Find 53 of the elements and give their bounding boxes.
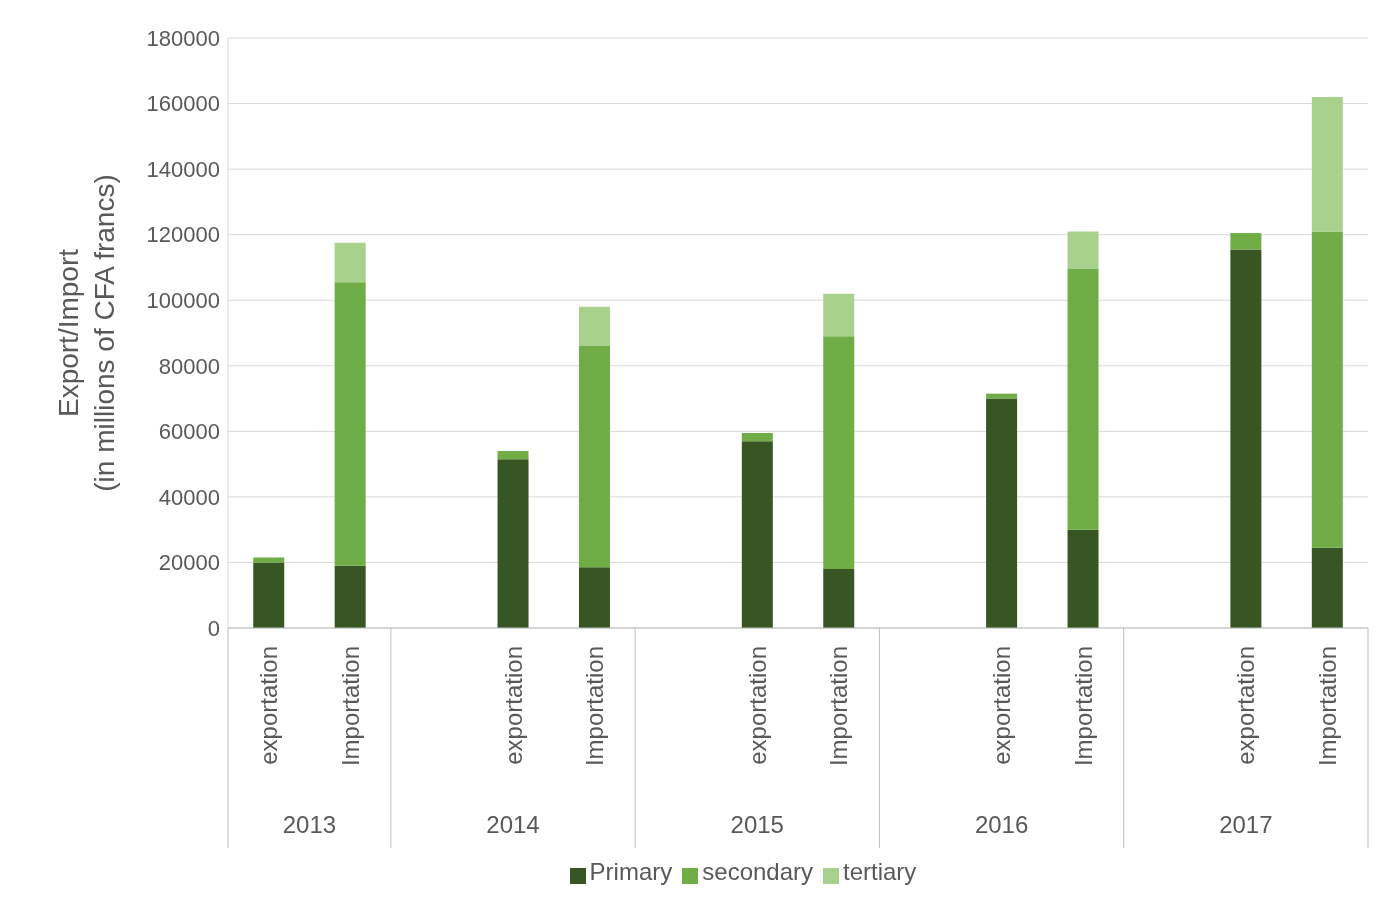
x-tick-label: Importation xyxy=(1069,646,1097,767)
bar xyxy=(1311,231,1343,548)
text: 2013 xyxy=(282,811,337,838)
bar xyxy=(823,569,855,628)
bar xyxy=(823,293,855,337)
x-tick-label: Importation xyxy=(580,646,608,767)
bar xyxy=(823,336,855,569)
x-tick-label: exportation xyxy=(743,646,771,765)
bar xyxy=(578,567,610,628)
bar xyxy=(1067,269,1099,530)
text: 2017 xyxy=(1219,811,1273,838)
x-tick-label: Importation xyxy=(336,646,364,767)
x-tick-label: Importation xyxy=(825,646,853,767)
bar xyxy=(1311,547,1343,628)
bar xyxy=(1067,231,1099,270)
text: 2016 xyxy=(974,811,1029,838)
bar xyxy=(334,282,366,566)
y-tick-label: 20000 xyxy=(158,550,220,576)
y-axis-title: Export/Import (in millions of CFA francs) xyxy=(53,174,120,492)
bar xyxy=(986,393,1018,399)
y-tick-label: 80000 xyxy=(158,353,220,379)
bar xyxy=(741,432,773,442)
bar xyxy=(578,306,610,347)
x-tick-label: exportation xyxy=(1232,646,1260,765)
bar xyxy=(497,451,529,460)
bar xyxy=(334,242,366,283)
bar xyxy=(334,565,366,628)
y-tick-label: 140000 xyxy=(146,156,220,182)
legend-label: Primary xyxy=(589,858,673,885)
bar xyxy=(253,562,285,628)
y-tick-label: 0 xyxy=(207,615,220,641)
x-tick-label: exportation xyxy=(255,646,283,765)
y-tick-label: 40000 xyxy=(158,484,220,510)
bar xyxy=(1230,249,1262,628)
y-tick-label: 60000 xyxy=(158,419,220,445)
x-tick-label: exportation xyxy=(988,646,1016,765)
bar xyxy=(578,346,610,568)
bar xyxy=(1067,529,1099,628)
y-tick-label: 180000 xyxy=(146,25,220,51)
x-tick-label: Importation xyxy=(1313,646,1341,767)
text: 2014 xyxy=(486,811,540,838)
bar xyxy=(497,459,529,628)
x-tick-label: exportation xyxy=(499,646,527,765)
y-tick-label: 160000 xyxy=(146,91,220,117)
y-tick-label: 100000 xyxy=(146,288,220,314)
bar xyxy=(741,441,773,628)
legend-label: secondary xyxy=(702,858,814,885)
legend-label: tertiary xyxy=(843,858,917,885)
bar xyxy=(1311,97,1343,232)
bar xyxy=(1230,233,1262,250)
text: 2015 xyxy=(730,811,784,838)
bar xyxy=(986,398,1018,628)
y-tick-label: 120000 xyxy=(146,222,220,248)
